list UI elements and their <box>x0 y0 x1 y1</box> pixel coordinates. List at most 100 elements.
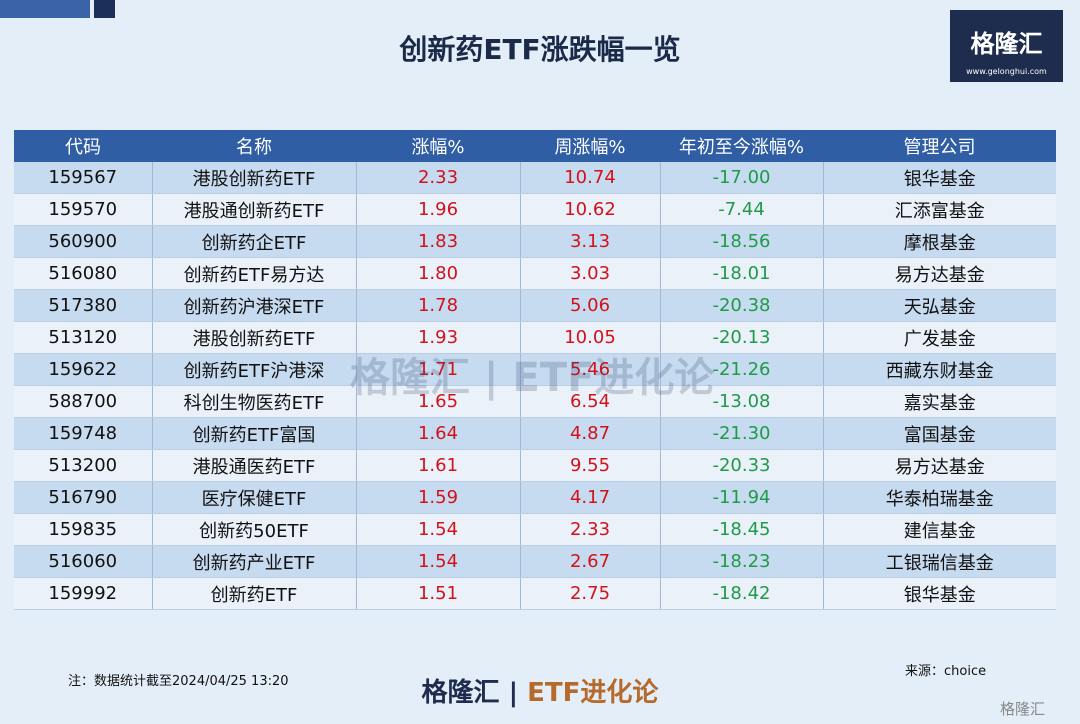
column-header: 名称 <box>152 130 356 162</box>
table-cell: 创新药ETF富国 <box>151 417 356 450</box>
table-cell: -7.44 <box>659 193 823 226</box>
table-cell: 西藏东财基金 <box>822 353 1056 386</box>
table-cell: -18.45 <box>659 513 823 546</box>
table-cell: 创新药产业ETF <box>151 545 356 578</box>
decor-bar <box>94 0 115 18</box>
table-row: 513200 港股通医药ETF 1.61 9.55 -20.33 易方达基金 <box>14 449 1056 482</box>
header-row: 代码 名称 涨幅% 周涨幅% 年初至今涨幅% 管理公司 <box>14 130 1056 162</box>
table-row: 560900 创新药企ETF 1.83 3.13 -18.56 摩根基金 <box>14 225 1056 258</box>
table-cell: 516060 <box>14 545 152 578</box>
table-cell: 1.59 <box>355 481 520 514</box>
table-cell: 159567 <box>14 162 152 194</box>
table-cell: 3.03 <box>519 257 660 290</box>
table-cell: 创新药50ETF <box>151 513 356 546</box>
table-cell: -11.94 <box>659 481 823 514</box>
column-header: 年初至今涨幅% <box>660 130 823 162</box>
table-cell: 3.13 <box>519 225 660 258</box>
table-cell: 2.33 <box>519 513 660 546</box>
etf-table: 代码 名称 涨幅% 周涨幅% 年初至今涨幅% 管理公司 159567 港股创新药ETF 2.3… <box>14 130 1056 610</box>
table-cell: 富国基金 <box>822 417 1056 450</box>
column-header: 周涨幅% <box>520 130 660 162</box>
table-cell: 1.93 <box>355 321 520 354</box>
table-cell: 159992 <box>14 577 152 610</box>
table-cell: -18.42 <box>659 577 823 610</box>
table-cell: 9.55 <box>519 449 660 482</box>
logo: 格隆汇 www.gelonghui.com <box>950 10 1063 82</box>
table-cell: -21.26 <box>659 353 823 386</box>
table-cell: 1.96 <box>355 193 520 226</box>
table-cell: 1.61 <box>355 449 520 482</box>
decor-bar <box>0 0 90 18</box>
table-cell: 2.33 <box>355 162 520 194</box>
table-cell: 易方达基金 <box>822 449 1056 482</box>
table-cell: 银华基金 <box>822 162 1056 194</box>
table-cell: 10.74 <box>519 162 660 194</box>
table-cell: 1.71 <box>355 353 520 386</box>
table-row: 159835 创新药50ETF 1.54 2.33 -18.45 建信基金 <box>14 513 1056 546</box>
table-cell: 4.17 <box>519 481 660 514</box>
table-row: 516080 创新药ETF易方达 1.80 3.03 -18.01 易方达基金 <box>14 257 1056 290</box>
table-cell: 560900 <box>14 225 152 258</box>
table-cell: -17.00 <box>659 162 823 194</box>
table-cell: 广发基金 <box>822 321 1056 354</box>
table-cell: 医疗保健ETF <box>151 481 356 514</box>
table-cell: 1.51 <box>355 577 520 610</box>
bottom-brand: 格隆汇 <box>421 678 500 708</box>
table-cell: -18.01 <box>659 257 823 290</box>
bottom-name: ETF进化论 <box>527 678 659 708</box>
table-cell: 摩根基金 <box>822 225 1056 258</box>
table-cell: 港股通医药ETF <box>151 449 356 482</box>
table-cell: -18.23 <box>659 545 823 578</box>
table-cell: 4.87 <box>519 417 660 450</box>
table-cell: 517380 <box>14 289 152 322</box>
table-cell: 华泰柏瑞基金 <box>822 481 1056 514</box>
source: 来源：choice <box>905 664 987 679</box>
table-cell: 513200 <box>14 449 152 482</box>
table-cell: 汇添富基金 <box>822 193 1056 226</box>
table-cell: 嘉实基金 <box>822 385 1056 418</box>
table-row: 159748 创新药ETF富国 1.64 4.87 -21.30 富国基金 <box>14 417 1056 450</box>
column-header: 代码 <box>14 130 152 162</box>
table-cell: -21.30 <box>659 417 823 450</box>
table-cell: 1.78 <box>355 289 520 322</box>
table-cell: 港股创新药ETF <box>151 321 356 354</box>
table-cell: 创新药企ETF <box>151 225 356 258</box>
table-cell: 513120 <box>14 321 152 354</box>
table-cell: 5.06 <box>519 289 660 322</box>
table-cell: 创新药沪港深ETF <box>151 289 356 322</box>
table-cell: 10.62 <box>519 193 660 226</box>
table-cell: 5.46 <box>519 353 660 386</box>
table-cell: 1.65 <box>355 385 520 418</box>
table-cell: 天弘基金 <box>822 289 1056 322</box>
table-row: 588700 科创生物医药ETF 1.65 6.54 -13.08 嘉实基金 <box>14 385 1056 418</box>
table-cell: -13.08 <box>659 385 823 418</box>
table-cell: 159570 <box>14 193 152 226</box>
table-cell: 科创生物医药ETF <box>151 385 356 418</box>
table-cell: 工银瑞信基金 <box>822 545 1056 578</box>
table-cell: -20.13 <box>659 321 823 354</box>
table-cell: 588700 <box>14 385 152 418</box>
watermark-name: ETF进化论 <box>512 355 715 401</box>
bottom-logo: 格隆汇 | ETF进化论 <box>421 678 659 708</box>
table-cell: 1.83 <box>355 225 520 258</box>
table-cell: 易方达基金 <box>822 257 1056 290</box>
table-body: 159567 港股创新药ETF 2.33 10.74 -17.00 银华基金 159570 港… <box>14 162 1056 610</box>
table-cell: 创新药ETF沪港深 <box>151 353 356 386</box>
note: 注：数据统计截至2024/04/25 13:20 <box>68 674 289 689</box>
table-cell: 516080 <box>14 257 152 290</box>
logo-text: 格隆汇 <box>970 30 1043 58</box>
table-cell: 1.54 <box>355 545 520 578</box>
table-cell: 1.80 <box>355 257 520 290</box>
table-row: 159992 创新药ETF 1.51 2.75 -18.42 银华基金 <box>14 577 1056 610</box>
logo-url: www.gelonghui.com <box>966 67 1047 76</box>
table-cell: 10.05 <box>519 321 660 354</box>
table-row: 517380 创新药沪港深ETF 1.78 5.06 -20.38 天弘基金 <box>14 289 1056 322</box>
watermark: 格隆汇 | ETF进化论 <box>350 355 715 401</box>
corner-logo: 格隆汇 <box>1000 700 1046 718</box>
table-cell: -20.38 <box>659 289 823 322</box>
table-cell: 2.67 <box>519 545 660 578</box>
table-cell: 创新药ETF易方达 <box>151 257 356 290</box>
table-row: 159570 港股通创新药ETF 1.96 10.62 -7.44 汇添富基金 <box>14 193 1056 226</box>
table-cell: 1.64 <box>355 417 520 450</box>
